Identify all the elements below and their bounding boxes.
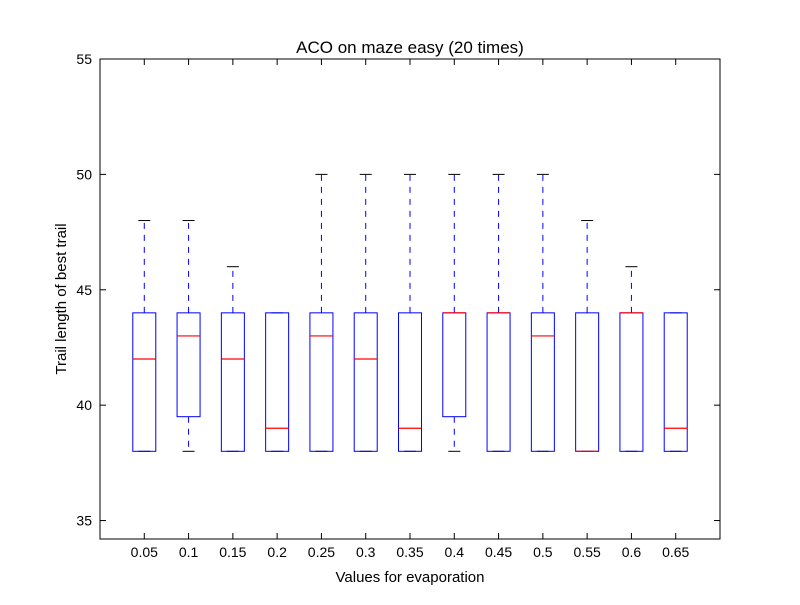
x-tick-label: 0.15 xyxy=(219,544,246,560)
iqr-box xyxy=(265,312,290,452)
y-tick-label: 35 xyxy=(76,513,92,529)
iqr-box xyxy=(575,312,600,452)
y-tick-label: 55 xyxy=(76,51,92,67)
y-tick-label: 50 xyxy=(76,166,92,182)
plot-frame xyxy=(99,58,721,540)
box-plot-0.05 xyxy=(132,220,157,452)
iqr-box xyxy=(398,312,422,452)
axes: 35 40 45 50 55 0.05 0.1 0.15 0.2 0.25 0.3 0.35 0.4 0.… xyxy=(76,51,720,560)
box-plot-0.1 xyxy=(176,220,201,452)
box-plot-0.45 xyxy=(486,173,511,452)
x-tick-label: 0.4 xyxy=(445,544,465,560)
x-tick-label: 0.55 xyxy=(574,544,601,560)
iqr-box xyxy=(442,312,467,418)
box-plot-0.65 xyxy=(663,312,688,452)
x-tick-label: 0.65 xyxy=(662,544,689,560)
x-tick-label: 0.25 xyxy=(308,544,335,560)
box-plot-0.15 xyxy=(220,266,245,452)
x-axis-title: Values for evaporation xyxy=(336,569,485,586)
iqr-box xyxy=(486,312,511,452)
chart-title: ACO on maze easy (20 times) xyxy=(296,38,524,57)
x-tick-label: 0.2 xyxy=(267,544,287,560)
iqr-box xyxy=(663,312,688,452)
box-plot-0.55 xyxy=(575,220,600,452)
box-plot-0.35 xyxy=(398,173,422,452)
iqr-box xyxy=(220,312,245,452)
x-tick-label: 0.35 xyxy=(396,544,423,560)
y-axis-title: Trail length of best trail xyxy=(53,223,70,374)
plot-area xyxy=(132,173,688,452)
iqr-box xyxy=(309,312,334,452)
y-tick-label: 40 xyxy=(76,397,92,413)
iqr-box xyxy=(619,312,644,452)
x-tick-label: 0.45 xyxy=(485,544,512,560)
x-tick-label: 0.6 xyxy=(622,544,642,560)
box-plot-0.4 xyxy=(442,173,467,452)
box-plot-0.5 xyxy=(530,173,555,452)
box-plot-0.25 xyxy=(309,173,334,452)
box-plot-0.6 xyxy=(619,266,644,452)
iqr-box xyxy=(176,312,201,418)
y-tick-label: 45 xyxy=(76,282,92,298)
iqr-box xyxy=(132,312,157,452)
iqr-box xyxy=(530,312,555,452)
x-tick-label: 0.3 xyxy=(356,544,376,560)
x-tick-label: 0.5 xyxy=(533,544,553,560)
box-plot-0.2 xyxy=(265,312,290,452)
x-tick-label: 0.05 xyxy=(131,544,158,560)
x-tick-label: 0.1 xyxy=(179,544,199,560)
iqr-box xyxy=(353,312,378,452)
box-plot-0.3 xyxy=(353,173,378,452)
